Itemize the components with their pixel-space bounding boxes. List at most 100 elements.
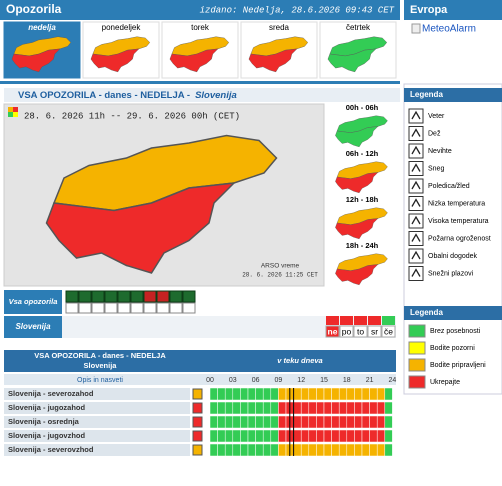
day-strip bbox=[368, 316, 381, 325]
warning-icon[interactable] bbox=[143, 290, 157, 303]
timeline-cell bbox=[369, 429, 378, 443]
timeline-cell bbox=[331, 429, 340, 443]
levels-title: Legenda bbox=[410, 308, 443, 317]
all-warnings: Vsa opozorila bbox=[9, 297, 58, 306]
timeline-cell bbox=[354, 429, 363, 443]
map-credit: ARSO vreme bbox=[261, 263, 300, 270]
period-label: 00h - 06h bbox=[346, 103, 379, 112]
timeline-cell bbox=[293, 401, 302, 415]
row-name: Slovenija - jugovzhod bbox=[8, 431, 86, 440]
separator bbox=[0, 81, 400, 84]
timeline-cell bbox=[278, 387, 287, 401]
row-icon[interactable] bbox=[192, 388, 203, 400]
legend-glyph bbox=[411, 110, 421, 120]
timeline-cell bbox=[255, 387, 264, 401]
row-icon[interactable] bbox=[192, 416, 203, 428]
row-icon[interactable] bbox=[192, 430, 203, 442]
timeline-cell bbox=[278, 443, 287, 457]
timeline-cell bbox=[240, 415, 249, 429]
warning-icon[interactable] bbox=[91, 290, 105, 303]
row-name-bg bbox=[4, 416, 190, 428]
day-button[interactable] bbox=[381, 325, 396, 338]
day-button-label: če bbox=[384, 326, 393, 336]
table-title: VSA OPOZORILA - danes - NEDELJA bbox=[34, 351, 166, 360]
level-swatch bbox=[408, 324, 426, 338]
legend-item: Obalni dogodek bbox=[428, 253, 478, 260]
timeline-cell bbox=[384, 443, 393, 457]
legend-item: Poledica/žled bbox=[428, 183, 470, 190]
day-button[interactable] bbox=[325, 325, 340, 338]
section-title-text: VSA OPOZORILA - danes - NEDELJA - bbox=[18, 90, 190, 101]
timeline-cell bbox=[376, 443, 386, 457]
legend-icon bbox=[408, 161, 424, 176]
row-name: Slovenija - jugozahod bbox=[8, 403, 86, 412]
timeline-cell bbox=[255, 401, 264, 415]
legend-icon bbox=[408, 213, 424, 229]
day-button[interactable] bbox=[367, 325, 382, 338]
legend-panel bbox=[403, 83, 502, 395]
day-strip bbox=[382, 316, 395, 325]
table-timeline: v teku dneva bbox=[277, 356, 322, 365]
section-region: Slovenija bbox=[195, 90, 237, 101]
warning-icon[interactable] bbox=[104, 290, 118, 303]
timeline-cell bbox=[316, 401, 325, 415]
timeline-cell bbox=[338, 415, 348, 429]
day-button[interactable] bbox=[353, 325, 368, 338]
timeline-cell bbox=[300, 401, 310, 415]
legend-item: Požarna ogroženost bbox=[428, 235, 491, 242]
row-name-bg bbox=[4, 444, 190, 456]
table-desc: Opis in nasveti bbox=[77, 377, 123, 384]
legend-item: Nevihte bbox=[428, 148, 452, 155]
timeline-cell bbox=[217, 401, 226, 415]
timeline-cell bbox=[278, 415, 287, 429]
level-name: Ukrepajte bbox=[430, 379, 460, 386]
timeline-cell bbox=[270, 401, 279, 415]
warning-icon[interactable] bbox=[156, 290, 170, 303]
timeline-cell bbox=[209, 429, 218, 443]
hour-label: 18 bbox=[343, 377, 351, 384]
warning-icon[interactable] bbox=[182, 290, 196, 303]
section-title: VSA OPOZORILA - danes - NEDELJA - Sloveni… bbox=[18, 90, 237, 101]
timeline-cell bbox=[240, 443, 249, 457]
map-key bbox=[13, 112, 18, 117]
map-key bbox=[13, 107, 18, 112]
timeline-cell bbox=[331, 415, 340, 429]
day-button[interactable] bbox=[339, 325, 354, 338]
meteoalarm-link[interactable]: MeteoAlarm bbox=[422, 24, 476, 35]
timeline-cell bbox=[316, 429, 325, 443]
warning-icon[interactable] bbox=[117, 290, 131, 303]
warning-icon[interactable] bbox=[169, 290, 183, 303]
timeline-cell bbox=[346, 401, 355, 415]
legend-glyph bbox=[411, 180, 421, 190]
legend-header bbox=[404, 88, 502, 102]
hour-label: 12 bbox=[297, 377, 305, 384]
timeline-cell bbox=[217, 387, 226, 401]
row-icon[interactable] bbox=[192, 444, 203, 456]
timeline-cell bbox=[262, 429, 272, 443]
timeline-cell bbox=[278, 401, 287, 415]
day-tab-label: torek bbox=[191, 23, 210, 32]
period-label: 06h - 12h bbox=[346, 149, 379, 158]
warning-icon[interactable] bbox=[65, 290, 79, 303]
row-head bbox=[4, 290, 62, 314]
row-icon[interactable] bbox=[192, 402, 203, 414]
warning-icon[interactable] bbox=[130, 290, 144, 303]
warning-icon[interactable] bbox=[78, 290, 92, 303]
map-period: 28. 6. 2026 11h -- 29. 6. 2026 00h (CET) bbox=[24, 111, 240, 121]
timeline-cell bbox=[323, 429, 332, 443]
timeline-cell bbox=[232, 401, 241, 415]
timeline-cell bbox=[255, 443, 264, 457]
hour-label: 00 bbox=[206, 377, 214, 384]
warning-slot bbox=[130, 302, 144, 314]
row-name-bg bbox=[4, 430, 190, 442]
day-button-label: ne bbox=[328, 326, 338, 336]
legend-icon bbox=[408, 178, 424, 194]
timeline-cell bbox=[354, 415, 363, 429]
timeline-cell bbox=[346, 415, 355, 429]
row-name: Slovenija - severozahod bbox=[8, 389, 94, 398]
timeline-cell bbox=[262, 401, 272, 415]
timeline-cell bbox=[300, 387, 310, 401]
period-map bbox=[335, 207, 388, 240]
map-key bbox=[8, 107, 13, 112]
timeline-cell bbox=[240, 401, 249, 415]
